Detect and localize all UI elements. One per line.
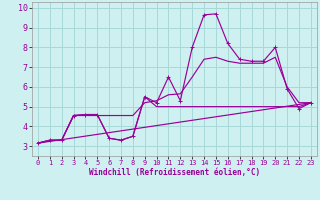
X-axis label: Windchill (Refroidissement éolien,°C): Windchill (Refroidissement éolien,°C) <box>89 168 260 177</box>
